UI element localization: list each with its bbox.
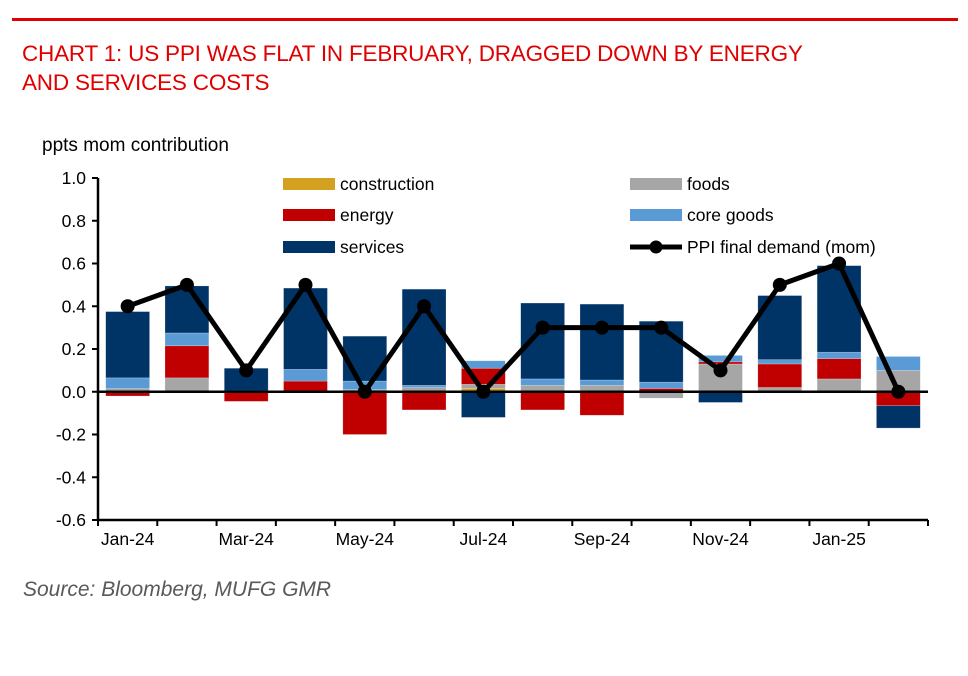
legend: construction foods energy core goods service…: [283, 174, 876, 257]
bar-segment-core-goods: [757, 359, 803, 365]
legend-label: core goods: [687, 205, 774, 225]
line-layer: [120, 256, 906, 399]
bar-segment-energy: [520, 391, 565, 411]
ppi-point: [417, 299, 432, 314]
y-tick-label: 0.4: [62, 296, 87, 316]
bar-segment-energy: [401, 391, 447, 411]
bar-segment-services: [105, 311, 150, 379]
bar-segment-energy: [164, 345, 210, 379]
x-tick-label: Jan-24: [101, 529, 155, 549]
y-tick-label: 0.2: [62, 339, 86, 359]
bar-segment-services: [342, 335, 388, 382]
legend-label: foods: [687, 174, 730, 194]
ppi-point: [713, 363, 728, 378]
y-tick-label: -0.6: [56, 510, 86, 530]
source-note: Source: Bloomberg, MUFG GMR: [23, 578, 332, 601]
bar-segment-energy: [223, 391, 269, 402]
chart-title-line-2: AND SERVICES COSTS: [22, 70, 270, 95]
legend-swatch: [283, 209, 335, 221]
bar-segment-core-goods: [520, 378, 565, 386]
ppi-point: [298, 277, 313, 292]
y-tick-label: 0.8: [62, 211, 86, 231]
x-tick-label: Jul-24: [460, 529, 508, 549]
ppi-point: [594, 320, 609, 335]
bar-segment-services: [283, 287, 328, 370]
ppi-point: [179, 277, 194, 292]
bar-segment-energy: [757, 363, 803, 388]
chart-title-line-1: CHART 1: US PPI WAS FLAT IN FEBRUARY, DR…: [22, 41, 803, 66]
bar-segment-foods: [164, 377, 210, 393]
legend-label: services: [340, 237, 404, 257]
y-tick-label: 0.0: [62, 382, 87, 402]
axes-layer: 1.0 0.8 0.6 0.4 0.2 0.0 -0.2 -0.4 -0.6 Jan-24 Mar-…: [56, 168, 929, 549]
ppi-line: [126, 261, 901, 395]
legend-label: construction: [340, 174, 434, 194]
bar-segment-core-goods: [816, 351, 862, 359]
x-tick-label: Sep-24: [574, 529, 631, 549]
chart-title: CHART 1: US PPI WAS FLAT IN FEBRUARY, DR…: [22, 39, 952, 97]
bar-segment-core-goods: [638, 381, 684, 389]
bar-segment-core-goods: [283, 369, 328, 382]
bar-segment-services: [579, 303, 625, 381]
ppi-point: [476, 384, 491, 399]
ppi-point: [535, 320, 550, 335]
ppi-point: [357, 384, 372, 399]
bar-segment-foods: [105, 388, 150, 391]
ppi-point: [772, 277, 787, 292]
legend-swatch: [630, 209, 682, 221]
x-tick-label: Nov-24: [692, 529, 749, 549]
top-rule: [12, 18, 958, 21]
bar-segment-services: [876, 405, 921, 429]
legend-marker: [649, 240, 663, 254]
ppi-point: [832, 256, 847, 271]
legend-label: PPI final demand (mom): [687, 237, 876, 257]
ppi-point: [120, 299, 135, 314]
legend-swatch: [283, 241, 335, 253]
y-axis-label: ppts mom contribution: [42, 135, 229, 156]
bar-segment-core-goods: [579, 379, 625, 386]
legend-label: energy: [340, 205, 394, 225]
bars-layer: [105, 265, 921, 435]
bar-segment-energy: [579, 391, 625, 416]
x-tick-label: Mar-24: [218, 529, 274, 549]
bar-segment-energy: [816, 358, 862, 380]
bar-segment-core-goods: [698, 355, 743, 363]
x-tick-label: May-24: [336, 529, 395, 549]
x-tick-label: Jan-25: [812, 529, 866, 549]
ppi-point: [239, 363, 254, 378]
y-tick-label: 0.6: [62, 254, 86, 274]
legend-swatch: [283, 178, 335, 190]
bar-segment-core-goods: [105, 377, 150, 389]
bar-segment-core-goods: [401, 385, 447, 388]
bar-segment-core-goods: [164, 332, 210, 347]
bar-segment-energy: [342, 391, 388, 435]
y-tick-label: 1.0: [62, 168, 87, 188]
legend-swatch: [630, 178, 682, 190]
bar-segment-energy: [283, 380, 328, 393]
bar-segment-foods: [816, 378, 862, 393]
bar-segment-services: [698, 391, 743, 403]
bar-segment-services: [816, 265, 862, 353]
y-tick-label: -0.4: [56, 467, 86, 487]
ppi-point: [654, 320, 669, 335]
ppi-point: [891, 384, 906, 399]
y-tick-label: -0.2: [56, 425, 86, 445]
